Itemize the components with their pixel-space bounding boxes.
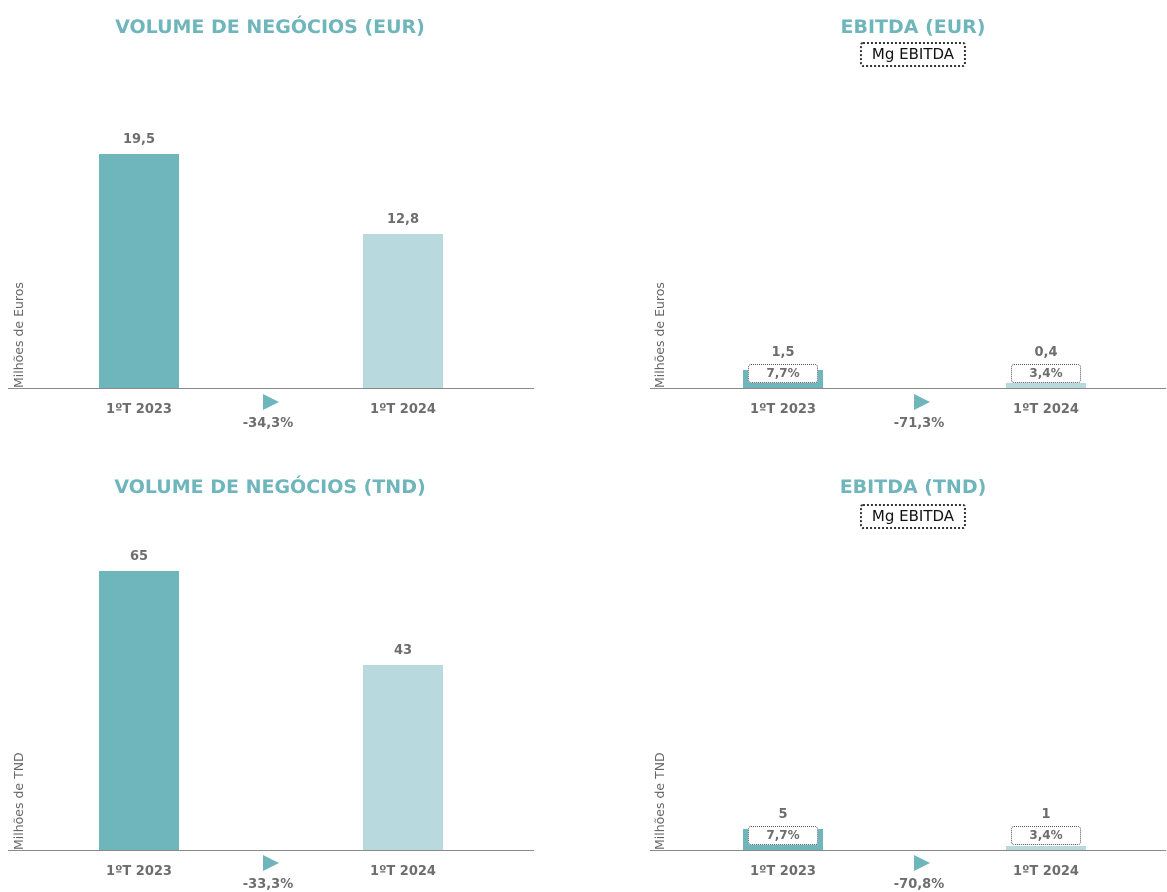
category-label: 1ºT 2023 (750, 402, 816, 417)
value-label: 19,5 (122, 132, 156, 147)
x-axis-line (8, 850, 534, 851)
x-axis-line (8, 388, 534, 389)
growth-arrow-icon (263, 394, 279, 410)
growth-arrow-icon (263, 855, 279, 871)
y-axis-label: Milhões de Euros (11, 282, 26, 388)
y-axis-label: Milhões de TND (11, 752, 26, 850)
value-label: 12,8 (386, 212, 420, 228)
growth-label: -34,3% (242, 416, 294, 431)
value-label: 1,5 (771, 345, 795, 360)
y-axis-label: Milhões de TND (652, 752, 667, 850)
category-label: 1ºT 2024 (1013, 402, 1079, 417)
legend-mg-ebitda: Mg EBITDA (859, 504, 967, 529)
value-label: 43 (393, 643, 413, 659)
category-label: 1ºT 2023 (106, 864, 172, 879)
margin-label: 3,4% (1011, 364, 1081, 383)
value-label: 1 (1041, 807, 1051, 822)
growth-arrow-icon (914, 855, 930, 871)
growth-arrow-icon (914, 394, 930, 410)
y-axis-label: Milhões de Euros (652, 282, 667, 388)
growth-label: -33,3% (242, 877, 294, 892)
chart-title: VOLUME DE NEGÓCIOS (EUR) (115, 16, 425, 38)
bar (99, 154, 179, 388)
margin-label: 7,7% (748, 364, 818, 383)
growth-label: -70,8% (893, 877, 945, 892)
x-axis-line (650, 850, 1166, 851)
value-label: 65 (129, 549, 149, 564)
category-label: 1ºT 2024 (370, 864, 436, 879)
chart-title: VOLUME DE NEGÓCIOS (TND) (114, 476, 426, 498)
bar (1006, 845, 1086, 850)
margin-label: 3,4% (1011, 826, 1081, 845)
legend-mg-ebitda: Mg EBITDA (859, 42, 967, 67)
value-label: 0,4 (1034, 345, 1058, 360)
bar (363, 665, 443, 850)
bar (363, 234, 443, 388)
bar (99, 571, 179, 850)
bar (1006, 383, 1086, 388)
margin-label: 7,7% (748, 826, 818, 845)
growth-label: -71,3% (893, 416, 945, 431)
category-label: 1ºT 2024 (1013, 864, 1079, 879)
value-label: 5 (778, 807, 788, 822)
category-label: 1ºT 2023 (750, 864, 816, 879)
chart-title: EBITDA (TND) (839, 476, 987, 498)
category-label: 1ºT 2023 (106, 402, 172, 417)
category-label: 1ºT 2024 (370, 402, 436, 417)
chart-title: EBITDA (EUR) (840, 16, 986, 38)
x-axis-line (650, 388, 1166, 389)
